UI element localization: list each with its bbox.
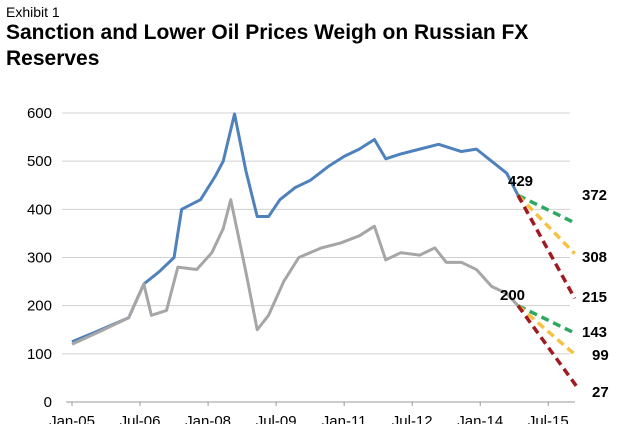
data-label: 99	[592, 347, 609, 364]
y-tick-label: 400	[27, 201, 52, 218]
x-tick-label: Jul-06	[120, 413, 161, 424]
oil-series-line	[71, 198, 520, 346]
data-label: 27	[592, 384, 609, 401]
y-tick-label: 600	[27, 105, 52, 122]
data-label: 200	[500, 287, 525, 304]
x-tick-label: Jul-15	[528, 413, 569, 424]
data-label: 215	[582, 289, 607, 306]
projection-line	[517, 304, 576, 335]
x-tick-label: Jan-05	[49, 413, 95, 424]
y-tick-label: 300	[27, 250, 52, 267]
x-tick-label: Jan-11	[322, 413, 367, 424]
exhibit-label: Exhibit 1	[6, 4, 60, 20]
x-tick-label: Jul-12	[392, 413, 433, 424]
projection-line	[516, 194, 576, 255]
projection-line	[516, 304, 580, 391]
data-label: 143	[582, 324, 607, 341]
fx-reserves-line	[71, 112, 520, 344]
x-tick-label: Jan-14	[457, 413, 503, 424]
projection-line	[516, 194, 577, 300]
y-tick-label: 200	[27, 298, 52, 315]
x-tick-label: Jul-09	[256, 413, 297, 424]
data-label: 308	[582, 249, 607, 266]
x-tick-label: Jan-08	[185, 413, 231, 424]
data-label: 429	[508, 173, 533, 190]
projection-line	[517, 193, 576, 225]
y-tick-label: 500	[27, 153, 52, 170]
y-tick-label: 100	[27, 346, 52, 363]
y-tick-label: 0	[44, 394, 52, 411]
chart-title: Sanction and Lower Oil Prices Weigh on R…	[6, 21, 529, 70]
data-label: 372	[582, 187, 607, 204]
